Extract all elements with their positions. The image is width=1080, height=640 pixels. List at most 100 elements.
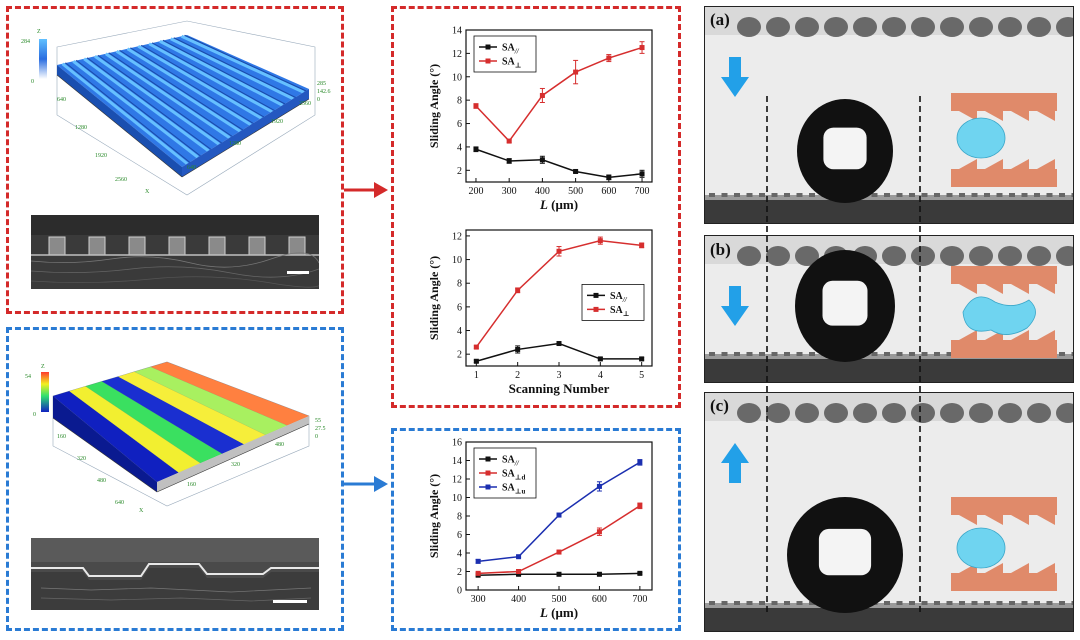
bottom-surface-tooth bbox=[934, 601, 940, 605]
x-tick-label: 4 bbox=[598, 370, 603, 381]
bottom-surface-tooth bbox=[884, 352, 890, 356]
top-surface-bump bbox=[795, 246, 819, 266]
bottom-surface-tooth bbox=[746, 193, 753, 197]
legend-entry-sub: ⊥d bbox=[515, 474, 526, 482]
y-tick-label: 16 bbox=[452, 438, 462, 449]
arrow-red bbox=[344, 182, 388, 198]
y-tick-1: 160 bbox=[57, 434, 66, 440]
top-surface-bump bbox=[766, 246, 790, 266]
photo-panel-a bbox=[704, 6, 1074, 224]
y-tick-label: 12 bbox=[452, 49, 462, 60]
x-axis-label-italic: L bbox=[539, 197, 548, 212]
middle-red-frame bbox=[391, 6, 681, 408]
x-tick-label: 300 bbox=[502, 186, 517, 197]
top-surface-bump bbox=[766, 403, 790, 423]
top-surface-bump bbox=[940, 17, 964, 37]
top-surface-bump bbox=[737, 403, 761, 423]
legend-entry: SA⊥ bbox=[502, 57, 522, 70]
inset-lower-tooth bbox=[1011, 330, 1029, 340]
inset-upper-tooth bbox=[1037, 515, 1055, 525]
y-tick-label: 8 bbox=[457, 512, 462, 523]
bottom-surface-tooth bbox=[971, 601, 978, 605]
inset-droplet bbox=[956, 527, 1006, 569]
x-tick-label: 400 bbox=[511, 594, 526, 605]
legend-marker bbox=[485, 58, 491, 64]
bottom-surface-tooth bbox=[996, 193, 1003, 197]
droplet-highlight bbox=[823, 127, 867, 170]
top-left-frame: Z 284 0 640 1280 1920 2560 X 640 1280 19… bbox=[6, 6, 344, 314]
photo-panel-b bbox=[704, 235, 1074, 383]
y-tick-label: 10 bbox=[452, 493, 462, 504]
inset-upper-plate bbox=[951, 266, 1057, 284]
right-tick-2: 142.6 bbox=[317, 89, 331, 95]
y-axis-label: Sliding Angle (°) bbox=[427, 474, 441, 558]
legend-entry-sub: ⊥u bbox=[515, 488, 526, 496]
x-tick-label: 600 bbox=[592, 594, 607, 605]
data-point bbox=[516, 569, 522, 574]
bottom-surface-tooth bbox=[721, 352, 728, 356]
sem-ridge bbox=[48, 236, 66, 256]
y-axis-label: Sliding Angle (°) bbox=[427, 256, 441, 340]
legend-entry-sub: // bbox=[514, 460, 520, 468]
sem-ridge bbox=[208, 236, 226, 256]
chart-sliding-angle-vs-L-top: 2 4 6 8 10 12 14 200 300 400 500 600 700 Sliding Angl… bbox=[427, 26, 653, 212]
legend-entry: SA⊥d bbox=[502, 469, 526, 482]
panel-label-a: (a) bbox=[710, 10, 730, 29]
arrow-blue bbox=[344, 476, 388, 492]
bottom-surface-tooth bbox=[959, 193, 965, 197]
inset-lower-tooth bbox=[1037, 330, 1055, 340]
top-3d-surface-plot: Z 284 0 640 1280 1920 2560 X 640 1280 19… bbox=[21, 20, 331, 196]
bottom-surface-tooth bbox=[746, 352, 753, 356]
y-tick-4: 2560 bbox=[115, 177, 127, 183]
surface-front bbox=[182, 89, 309, 177]
surface-ridge bbox=[137, 44, 263, 120]
bottom-surface-tooth bbox=[809, 601, 815, 605]
legend-marker bbox=[485, 470, 491, 476]
bottom-surface-tooth bbox=[909, 352, 915, 356]
top-surface-bump bbox=[1027, 246, 1051, 266]
top-surface-bump bbox=[882, 403, 906, 423]
surface-stripes bbox=[52, 361, 310, 492]
bottom-surface-tooth bbox=[1009, 601, 1015, 605]
bottom-surface-tooth bbox=[959, 601, 965, 605]
bottom-surface-tooth bbox=[946, 601, 953, 605]
y-tick-label: 10 bbox=[452, 72, 462, 83]
bottom-surface-tooth bbox=[796, 193, 803, 197]
x-tick-label: 700 bbox=[632, 594, 647, 605]
data-point bbox=[556, 341, 562, 347]
legend-entry: SA// bbox=[502, 43, 520, 56]
data-point bbox=[573, 69, 579, 75]
z-tick-bottom: 0 bbox=[31, 79, 34, 85]
inset-upper-tooth bbox=[985, 111, 1003, 121]
arrow-up-icon bbox=[721, 443, 749, 483]
inset-upper-tooth bbox=[1037, 111, 1055, 121]
top-surface-bump bbox=[1056, 17, 1073, 37]
x-axis-label: X bbox=[139, 508, 144, 514]
x-tick-label: 400 bbox=[535, 186, 550, 197]
y-tick-3: 480 bbox=[97, 478, 106, 484]
bottom-surface-tooth bbox=[1071, 193, 1073, 197]
inset-lower-tooth bbox=[1037, 159, 1055, 169]
data-point bbox=[473, 103, 479, 109]
bottom-left-frame: Z 54 0 160 320 480 640 X 160 320 480 55 … bbox=[6, 327, 344, 631]
top-surface-bump bbox=[969, 17, 993, 37]
data-point bbox=[475, 570, 481, 576]
bottom-surface-tooth bbox=[746, 601, 753, 605]
x-tick-label: 300 bbox=[471, 594, 486, 605]
bottom-surface-tooth bbox=[1046, 193, 1053, 197]
x-axis-label-unit: (μm) bbox=[548, 197, 578, 212]
inset-upper-tooth bbox=[959, 284, 977, 294]
top-surface-bump bbox=[998, 17, 1022, 37]
bottom-surface-tooth bbox=[721, 193, 728, 197]
bottom-surface-tooth bbox=[1021, 193, 1028, 197]
data-point bbox=[516, 571, 522, 577]
series-line bbox=[475, 46, 643, 143]
bottom-surface-tooth bbox=[871, 352, 878, 356]
y-axis-label: Sliding Angle (°) bbox=[427, 64, 441, 148]
x-tick-1: 640 bbox=[187, 165, 196, 171]
inset-lower-tooth bbox=[985, 159, 1003, 169]
sem-ridge bbox=[288, 236, 306, 256]
y-tick-label: 8 bbox=[457, 96, 462, 107]
top-surface-bump bbox=[1027, 403, 1051, 423]
top-surface-bump bbox=[940, 403, 964, 423]
